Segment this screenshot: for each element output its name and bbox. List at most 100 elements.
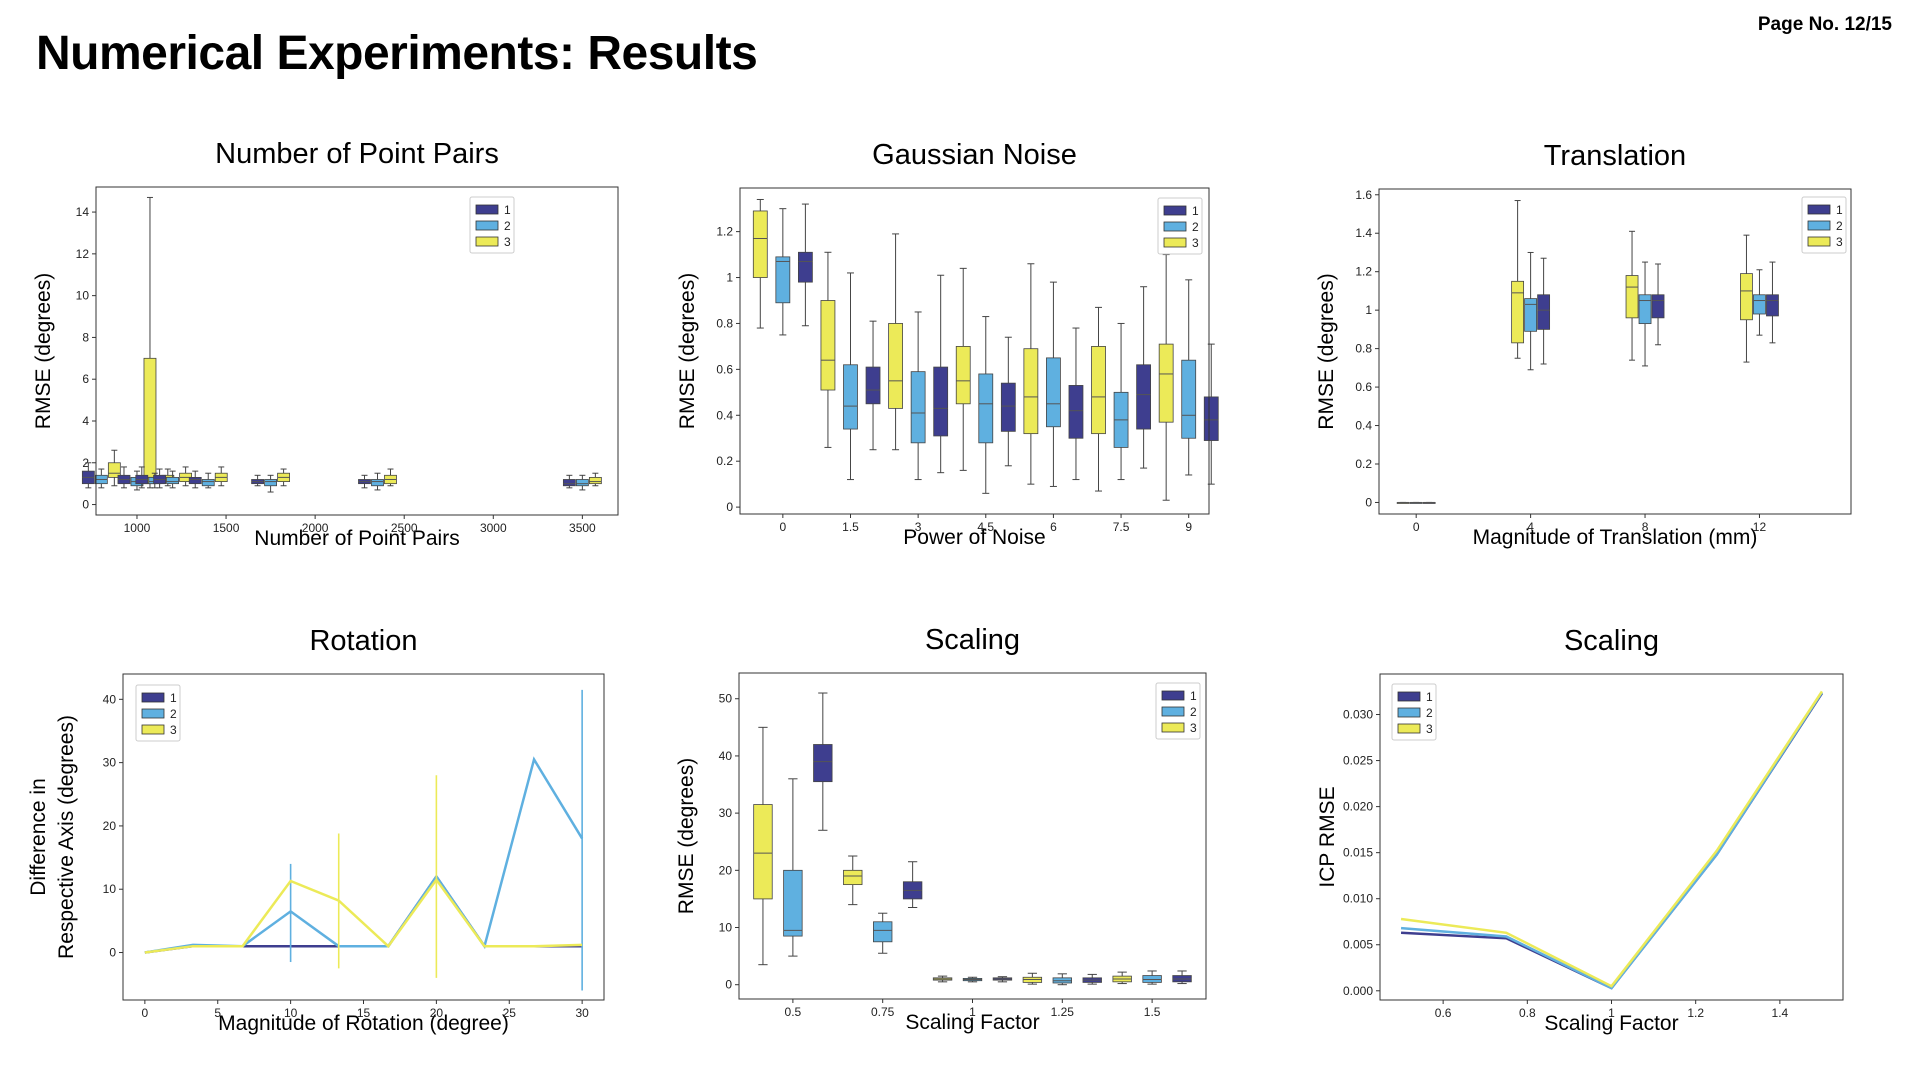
chart-translation-ytick-label: 1.2 bbox=[1355, 265, 1372, 279]
chart-scaling_line-xtick-label: 1.2 bbox=[1687, 1006, 1704, 1020]
chart-noise-title: Gaussian Noise bbox=[872, 139, 1077, 171]
chart-points-xtick-label: 2000 bbox=[302, 521, 329, 535]
legend-swatch-2 bbox=[1807, 220, 1831, 231]
slide-title: Numerical Experiments: Results bbox=[36, 27, 758, 80]
chart-noise-xtick-label: 3 bbox=[915, 520, 922, 534]
chart-rotation-ylabel: Difference in bbox=[27, 778, 50, 896]
legend-swatch-2 bbox=[141, 708, 165, 719]
legend-swatch-1 bbox=[1163, 205, 1187, 216]
chart-rotation-ylabel: Respective Axis (degrees) bbox=[55, 715, 78, 959]
chart-scaling_line-ytick-label: 0.030 bbox=[1343, 708, 1373, 722]
box-series-2 bbox=[783, 869, 803, 937]
chart-translation-xtick-label: 12 bbox=[1753, 520, 1767, 534]
legend-label-1: 1 bbox=[1190, 689, 1197, 703]
chart-noise-xtick-label: 1.5 bbox=[842, 520, 859, 534]
chart-scaling_box-title: Scaling bbox=[925, 624, 1020, 656]
chart-points-ytick-label: 8 bbox=[82, 330, 89, 344]
chart-scaling_box-xtick-label: 1.25 bbox=[1051, 1005, 1075, 1019]
chart-noise-xtick-label: 6 bbox=[1050, 520, 1057, 534]
chart-noise-ytick-label: 0.2 bbox=[716, 454, 733, 468]
chart-scaling_line-legend: 1 2 3 bbox=[1391, 683, 1437, 741]
chart-scaling_line-ytick-label: 0.010 bbox=[1343, 892, 1373, 906]
chart-rotation-marks bbox=[144, 689, 584, 991]
chart-noise-ytick-label: 0.6 bbox=[716, 362, 733, 376]
chart-scaling_box-ytick-label: 20 bbox=[719, 863, 733, 877]
line-series-3 bbox=[144, 877, 583, 954]
box-series-2 bbox=[201, 479, 215, 487]
chart-points-xtick-label: 1000 bbox=[124, 521, 151, 535]
chart-translation-xlabel: Magnitude of Translation (mm) bbox=[1473, 526, 1758, 549]
legend-label-1: 1 bbox=[504, 203, 511, 217]
chart-scaling_box-ytick-label: 10 bbox=[719, 921, 733, 935]
box-series-1 bbox=[865, 366, 881, 405]
line-series-3 bbox=[1400, 690, 1823, 988]
chart-scaling_box-xtick-label: 1 bbox=[969, 1005, 976, 1019]
legend-swatch-2 bbox=[1163, 221, 1187, 232]
box-series-1 bbox=[1203, 396, 1219, 441]
chart-rotation-xtick-label: 15 bbox=[357, 1006, 371, 1020]
box-series-1 bbox=[933, 366, 949, 437]
chart-noise-ytick-label: 0.4 bbox=[716, 408, 733, 422]
legend-label-1: 1 bbox=[1426, 690, 1433, 704]
box-series-2 bbox=[843, 364, 858, 430]
box-series-3 bbox=[1158, 343, 1174, 423]
box-series-3 bbox=[588, 476, 602, 485]
chart-panel-rotation: Rotation Magnitude of Rotation (degree) Di… bbox=[10, 615, 630, 1055]
box-series-2 bbox=[1753, 294, 1766, 315]
legend-swatch-2 bbox=[1161, 706, 1185, 717]
chart-scaling-line: Scaling Scaling Factor ICP RMSE 0.000 0.005 0… bbox=[1316, 625, 1844, 1035]
legend-label-1: 1 bbox=[1836, 203, 1843, 217]
chart-points-ytick-label: 14 bbox=[76, 205, 90, 219]
chart-translation-xtick-label: 0 bbox=[1413, 520, 1420, 534]
chart-rotation-ytick-label: 20 bbox=[103, 819, 117, 833]
chart-noise-xtick-label: 0 bbox=[779, 520, 786, 534]
legend-swatch-1 bbox=[141, 692, 165, 703]
legend-label-3: 3 bbox=[170, 723, 177, 737]
box-series-3 bbox=[1091, 346, 1106, 435]
chart-translation-ytick-label: 0.2 bbox=[1355, 457, 1372, 471]
chart-translation-frame bbox=[1378, 188, 1852, 515]
chart-points-xlabel: Number of Point Pairs bbox=[254, 527, 459, 550]
chart-points-title: Number of Point Pairs bbox=[215, 138, 499, 170]
chart-panel-gaussian-noise: Gaussian Noise Power of Noise RMSE (degree… bbox=[650, 125, 1270, 565]
chart-scaling_line-title: Scaling bbox=[1564, 625, 1659, 657]
chart-rotation-title: Rotation bbox=[309, 625, 417, 657]
legend-label-3: 3 bbox=[504, 235, 511, 249]
chart-scaling_box-legend: 1 2 3 bbox=[1155, 682, 1201, 740]
chart-panel-scaling-box: Scaling Scaling Factor RMSE (degrees) 0 10 20… bbox=[650, 615, 1270, 1055]
chart-scaling_box-ytick-label: 30 bbox=[719, 806, 733, 820]
box-series-1 bbox=[562, 479, 576, 487]
line-series-1 bbox=[144, 874, 583, 954]
chart-scaling_line-frame bbox=[1379, 673, 1844, 1001]
chart-rotation-ytick-label: 0 bbox=[109, 946, 116, 960]
box-series-1 bbox=[1000, 382, 1016, 432]
chart-scaling_box-frame bbox=[738, 672, 1207, 1000]
chart-noise-ylabel: RMSE (degrees) bbox=[676, 273, 699, 429]
box-series-1 bbox=[188, 476, 202, 485]
chart-points-marks bbox=[81, 196, 602, 493]
box-series-3 bbox=[820, 300, 836, 391]
chart-scaling_line-ylabel: ICP RMSE bbox=[1316, 786, 1339, 887]
chart-points-frame bbox=[95, 186, 619, 516]
chart-translation-title: Translation bbox=[1544, 140, 1686, 172]
chart-points-xtick-label: 3000 bbox=[480, 521, 507, 535]
legend-swatch-3 bbox=[1163, 237, 1187, 248]
box-series-1 bbox=[797, 251, 813, 283]
legend-swatch-2 bbox=[475, 220, 499, 231]
box-series-2 bbox=[371, 479, 384, 487]
legend-label-1: 1 bbox=[170, 691, 177, 705]
chart-rotation-xtick-label: 20 bbox=[430, 1006, 444, 1020]
chart-panel-scaling-line: Scaling Scaling Factor ICP RMSE 0.000 0.005 0… bbox=[1290, 615, 1910, 1055]
chart-scaling_box-xlabel: Scaling Factor bbox=[905, 1011, 1039, 1034]
box-series-3 bbox=[955, 346, 971, 405]
legend-swatch-1 bbox=[1161, 690, 1185, 701]
chart-rotation-frame bbox=[122, 673, 605, 1001]
legend-swatch-1 bbox=[1807, 204, 1831, 215]
chart-noise-legend: 1 2 3 bbox=[1157, 197, 1203, 255]
chart-scaling_line-xtick-label: 0.6 bbox=[1435, 1006, 1452, 1020]
chart-translation-ytick-label: 0.4 bbox=[1355, 419, 1372, 433]
chart-points-xtick-label: 3500 bbox=[569, 521, 596, 535]
chart-points-xtick-label: 1500 bbox=[213, 521, 240, 535]
chart-rotation-xtick-label: 25 bbox=[503, 1006, 517, 1020]
